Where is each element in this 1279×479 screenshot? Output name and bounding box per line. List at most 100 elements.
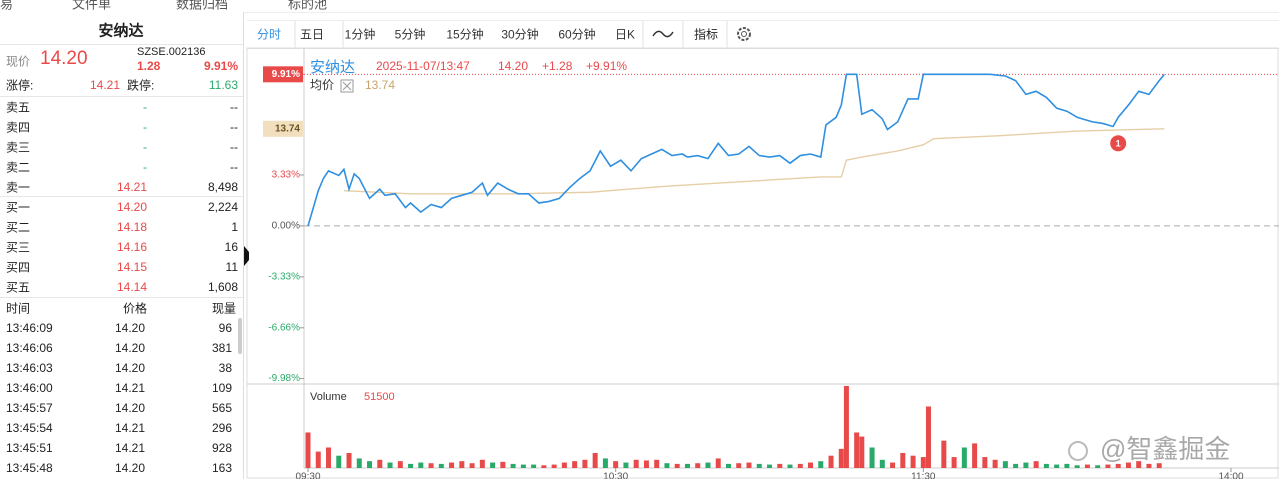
legend-avg-label: 均价 — [310, 78, 334, 92]
quote-panel: 安纳达 现价 14.20 SZSE.002136 1.28 9.91% 涨停: 14.21 跌停… — [0, 12, 244, 479]
top-bar: 易 文件单 数据归档 标的池 — [0, 0, 1279, 13]
volume-bar — [397, 461, 403, 468]
limit-up: 14.21 — [89, 78, 120, 92]
divider — [0, 297, 243, 298]
change: 1.28 — [137, 59, 161, 73]
price-line — [307, 73, 1165, 227]
volume-bar — [633, 459, 639, 468]
trade-volume: 381 — [211, 341, 232, 355]
book-price: 14.16 — [116, 240, 147, 254]
volume-bar — [767, 464, 772, 468]
book-label: 买一 — [6, 200, 31, 215]
trade-volume: 296 — [211, 421, 232, 435]
book-price: 14.18 — [116, 220, 147, 234]
avg-toggle-cross — [342, 81, 352, 91]
book-label: 卖三 — [6, 140, 31, 155]
volume-bar — [920, 457, 926, 468]
volume-bar — [449, 462, 455, 468]
volume-bar — [1115, 463, 1121, 468]
trade-volume: 96 — [218, 321, 232, 335]
volume-bar — [654, 459, 660, 468]
toolbar-icons — [294, 21, 751, 48]
volume-bar — [1146, 463, 1152, 468]
tab[interactable]: 1分钟 — [344, 27, 376, 42]
volume-bar — [613, 461, 619, 468]
volume-bar — [438, 463, 444, 468]
volume-bar — [336, 455, 342, 468]
book-price: - — [143, 120, 147, 134]
tab[interactable]: 15分钟 — [446, 27, 484, 42]
volume-bar — [854, 432, 860, 468]
avg-tag — [263, 120, 303, 137]
tab[interactable]: 五日 — [299, 27, 325, 42]
volume-bar — [1105, 464, 1111, 468]
book-price: 14.21 — [116, 180, 147, 194]
book-price: - — [143, 100, 147, 114]
volume-bar — [387, 462, 393, 468]
tab[interactable]: 指标 — [693, 27, 719, 42]
stock-name: 安纳达 — [98, 22, 144, 40]
volume-bar — [531, 464, 537, 468]
y-tick-label: -9.98% — [268, 373, 300, 384]
volume-bar — [900, 452, 906, 468]
tab[interactable]: 5分钟 — [394, 27, 426, 42]
volume-bar — [664, 463, 670, 468]
volume-bar — [510, 463, 516, 468]
y-tick-label: 9.91% — [272, 69, 300, 80]
book-label: 买二 — [6, 220, 31, 235]
toolbar: 分时 五日 1分钟 5分钟 15分钟 30分钟 60分钟 日K 指标 — [247, 20, 1279, 49]
tab[interactable]: 30分钟 — [501, 27, 539, 42]
book-label: 卖四 — [6, 120, 31, 135]
volume-bar — [551, 464, 557, 468]
volume-bar — [1054, 464, 1060, 468]
trade-time: 13:45:57 — [6, 401, 53, 415]
trade-time: 13:45:48 — [6, 461, 53, 475]
collapse-handle — [244, 246, 249, 266]
volume-bar — [1095, 465, 1101, 468]
book-volume: 16 — [224, 240, 238, 254]
volume-bar — [1136, 461, 1142, 468]
trade-price: 14.21 — [114, 381, 146, 395]
trades-header: 价格 — [122, 301, 148, 316]
watermark: @智鑫掘金 — [1100, 434, 1230, 464]
book-volume: 11 — [225, 260, 238, 274]
volume-bar — [1002, 461, 1008, 468]
volume-bar — [1013, 463, 1019, 468]
trade-time: 13:46:06 — [6, 341, 53, 355]
book-volume: 8,498 — [207, 180, 238, 194]
volume-bar — [828, 455, 834, 468]
tab[interactable]: 60分钟 — [558, 27, 596, 42]
volume-bar — [992, 459, 998, 468]
volume-bar — [602, 458, 608, 468]
y-tick-label: 0.00% — [272, 221, 300, 232]
volume-bar — [925, 406, 931, 468]
book-volume: -- — [230, 120, 238, 134]
settings-icon — [737, 27, 751, 41]
volume-bar — [1156, 463, 1162, 468]
legend-avg-value: 13.74 — [365, 78, 395, 92]
trade-time: 13:46:09 — [6, 321, 53, 335]
avg-tag-label: 13.74 — [275, 123, 300, 134]
book-volume: 2,224 — [207, 200, 238, 214]
book-price: - — [143, 140, 147, 154]
chart-frame — [246, 47, 1279, 479]
book-price: 14.14 — [116, 280, 147, 294]
price-label: 现价 — [6, 54, 31, 69]
volume-bar — [982, 457, 988, 468]
book-volume: -- — [230, 160, 238, 174]
book-volume: -- — [230, 140, 238, 154]
book-label: 买三 — [6, 240, 31, 255]
volume-bar — [843, 386, 849, 468]
legend-change: +1.28 — [542, 59, 573, 73]
volume-bar — [1023, 462, 1029, 468]
volume-bar — [1125, 462, 1131, 468]
x-tick-label: 11:30 — [911, 472, 936, 479]
tab[interactable]: 日K — [614, 27, 636, 42]
tab[interactable]: 分时 — [256, 27, 282, 42]
book-price: 14.15 — [116, 260, 147, 274]
volume-bar — [777, 463, 783, 468]
volume-bar — [869, 447, 875, 468]
volume-bar — [346, 452, 352, 468]
trade-price: 14.20 — [114, 341, 146, 355]
trade-volume: 565 — [211, 401, 232, 415]
